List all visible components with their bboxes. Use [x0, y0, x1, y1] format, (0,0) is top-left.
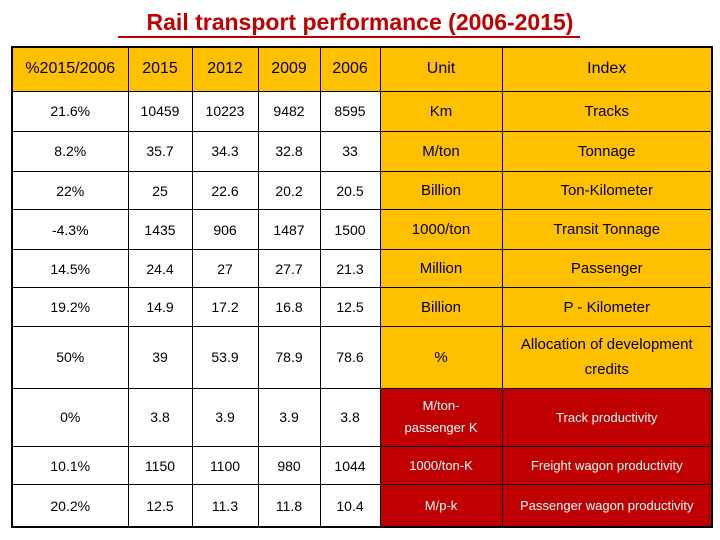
table-row: 0% 3.8 3.9 3.9 3.8 M/ton- passenger K Tr…: [11, 387, 713, 448]
cell-2009: 9482: [257, 90, 321, 132]
cell-2015: 12.5: [127, 484, 193, 528]
page-title: Rail transport performance (2006-2015): [146, 9, 574, 35]
cell-index: Tracks: [501, 90, 713, 132]
cell-2015: 24.4: [127, 249, 193, 289]
cell-unit: %: [379, 325, 503, 389]
cell-2015: 10459: [127, 90, 193, 132]
cell-index: P - Kilometer: [501, 287, 713, 327]
header-pct-change: %2015/2006: [11, 46, 129, 92]
cell-pct: 10.1%: [11, 446, 129, 486]
cell-2009: 1487: [257, 209, 321, 251]
cell-2015: 3.8: [127, 387, 193, 448]
cell-2012: 27: [191, 249, 259, 289]
cell-index: Track productivity: [501, 387, 713, 448]
cell-pct: 8.2%: [11, 130, 129, 172]
cell-2015: 39: [127, 325, 193, 389]
cell-2009: 980: [257, 446, 321, 486]
cell-index: Tonnage: [501, 130, 713, 172]
cell-2015: 25: [127, 170, 193, 211]
cell-2006: 1500: [319, 209, 381, 251]
cell-2012: 10223: [191, 90, 259, 132]
table-row: 22% 25 22.6 20.2 20.5 Billion Ton-Kilome…: [11, 170, 713, 211]
cell-unit: Billion: [379, 170, 503, 211]
cell-unit-line2: passenger K: [404, 420, 478, 436]
table-row: 21.6% 10459 10223 9482 8595 Km Tracks: [11, 90, 713, 132]
cell-2012: 11.3: [191, 484, 259, 528]
cell-index: Allocation of development credits: [501, 325, 713, 389]
cell-index-line2: credits: [584, 361, 629, 379]
cell-index: Ton-Kilometer: [501, 170, 713, 211]
header-2012: 2012: [191, 46, 259, 92]
cell-unit: Km: [379, 90, 503, 132]
table-row: 14.5% 24.4 27 27.7 21.3 Million Passenge…: [11, 249, 713, 289]
cell-2009: 11.8: [257, 484, 321, 528]
cell-unit: M/p-k: [379, 484, 503, 528]
table-row: 20.2% 12.5 11.3 11.8 10.4 M/p-k Passenge…: [11, 484, 713, 528]
cell-unit: 1000/ton-K: [379, 446, 503, 486]
cell-pct: 0%: [11, 387, 129, 448]
performance-table: %2015/2006 2015 2012 2009 2006 Unit Inde…: [11, 46, 713, 528]
cell-2006: 20.5: [319, 170, 381, 211]
cell-pct: 19.2%: [11, 287, 129, 327]
header-row: %2015/2006 2015 2012 2009 2006 Unit Inde…: [11, 46, 713, 92]
cell-2009: 3.9: [257, 387, 321, 448]
table-row: 50% 39 53.9 78.9 78.6 % Allocation of de…: [11, 325, 713, 389]
cell-2006: 3.8: [319, 387, 381, 448]
cell-pct: 22%: [11, 170, 129, 211]
table-row: 8.2% 35.7 34.3 32.8 33 M/ton Tonnage: [11, 130, 713, 172]
cell-2012: 17.2: [191, 287, 259, 327]
cell-2012: 53.9: [191, 325, 259, 389]
table-row: -4.3% 1435 906 1487 1500 1000/ton Transi…: [11, 209, 713, 251]
cell-2015: 14.9: [127, 287, 193, 327]
cell-index: Transit Tonnage: [501, 209, 713, 251]
cell-2006: 8595: [319, 90, 381, 132]
cell-2009: 32.8: [257, 130, 321, 172]
cell-2009: 20.2: [257, 170, 321, 211]
cell-unit: M/ton- passenger K: [379, 387, 503, 448]
cell-index: Passenger: [501, 249, 713, 289]
cell-index-line1: Allocation of development: [520, 335, 693, 353]
cell-unit: M/ton: [379, 130, 503, 172]
cell-2006: 21.3: [319, 249, 381, 289]
cell-pct: 20.2%: [11, 484, 129, 528]
table-row: 10.1% 1150 1100 980 1044 1000/ton-K Frei…: [11, 446, 713, 486]
cell-2006: 10.4: [319, 484, 381, 528]
cell-2009: 16.8: [257, 287, 321, 327]
cell-pct: 14.5%: [11, 249, 129, 289]
cell-pct: 21.6%: [11, 90, 129, 132]
cell-2006: 1044: [319, 446, 381, 486]
cell-2006: 78.6: [319, 325, 381, 389]
cell-pct: 50%: [11, 325, 129, 389]
cell-2012: 34.3: [191, 130, 259, 172]
cell-2006: 33: [319, 130, 381, 172]
cell-2006: 12.5: [319, 287, 381, 327]
title-underline: [118, 36, 580, 38]
header-index: Index: [501, 46, 713, 92]
cell-2012: 906: [191, 209, 259, 251]
cell-index: Freight wagon productivity: [501, 446, 713, 486]
cell-2012: 22.6: [191, 170, 259, 211]
cell-unit: Million: [379, 249, 503, 289]
header-2009: 2009: [257, 46, 321, 92]
cell-unit: 1000/ton: [379, 209, 503, 251]
cell-2015: 1435: [127, 209, 193, 251]
cell-2015: 1150: [127, 446, 193, 486]
cell-2009: 27.7: [257, 249, 321, 289]
header-2015: 2015: [127, 46, 193, 92]
cell-index: Passenger wagon productivity: [501, 484, 713, 528]
cell-2012: 3.9: [191, 387, 259, 448]
table-row: 19.2% 14.9 17.2 16.8 12.5 Billion P - Ki…: [11, 287, 713, 327]
cell-2012: 1100: [191, 446, 259, 486]
cell-unit-line1: M/ton-: [422, 398, 460, 414]
cell-2015: 35.7: [127, 130, 193, 172]
cell-pct: -4.3%: [11, 209, 129, 251]
cell-unit: Billion: [379, 287, 503, 327]
header-unit: Unit: [379, 46, 503, 92]
cell-2009: 78.9: [257, 325, 321, 389]
header-2006: 2006: [319, 46, 381, 92]
